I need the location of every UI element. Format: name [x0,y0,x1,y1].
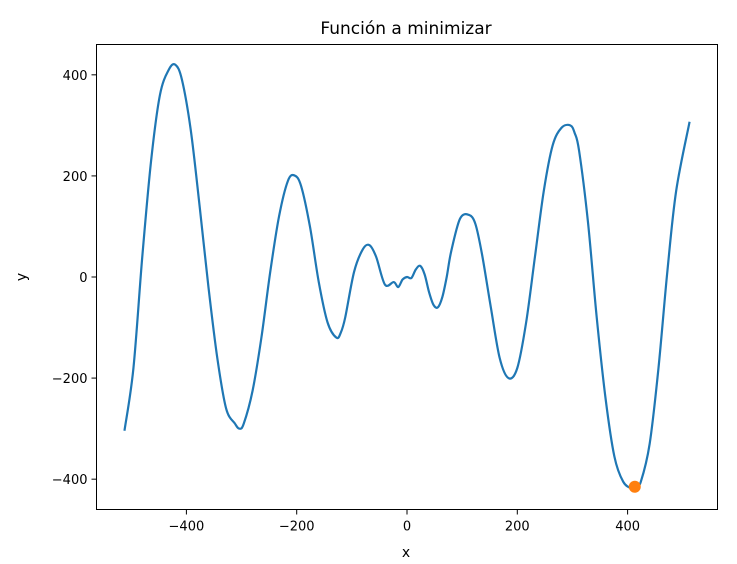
minimum-point-marker [628,480,641,493]
y-tick-label: 400 [63,69,88,84]
x-tick-label: 0 [403,520,411,535]
y-tick-label: −200 [52,372,88,387]
y-tick-label: 0 [79,271,87,286]
x-tick-label: 400 [615,520,640,535]
plot-frame [96,44,718,510]
x-tick-label: −400 [169,520,205,535]
x-axis-label: x [402,545,410,561]
chart-title: Función a minimizar [320,19,491,39]
y-axis-label: y [14,273,30,281]
function-curve-line [123,63,691,490]
y-tick-label: 200 [63,170,88,185]
y-tick-label: −400 [52,473,88,488]
x-tick-label: 200 [505,520,530,535]
x-tick-label: −200 [279,520,315,535]
